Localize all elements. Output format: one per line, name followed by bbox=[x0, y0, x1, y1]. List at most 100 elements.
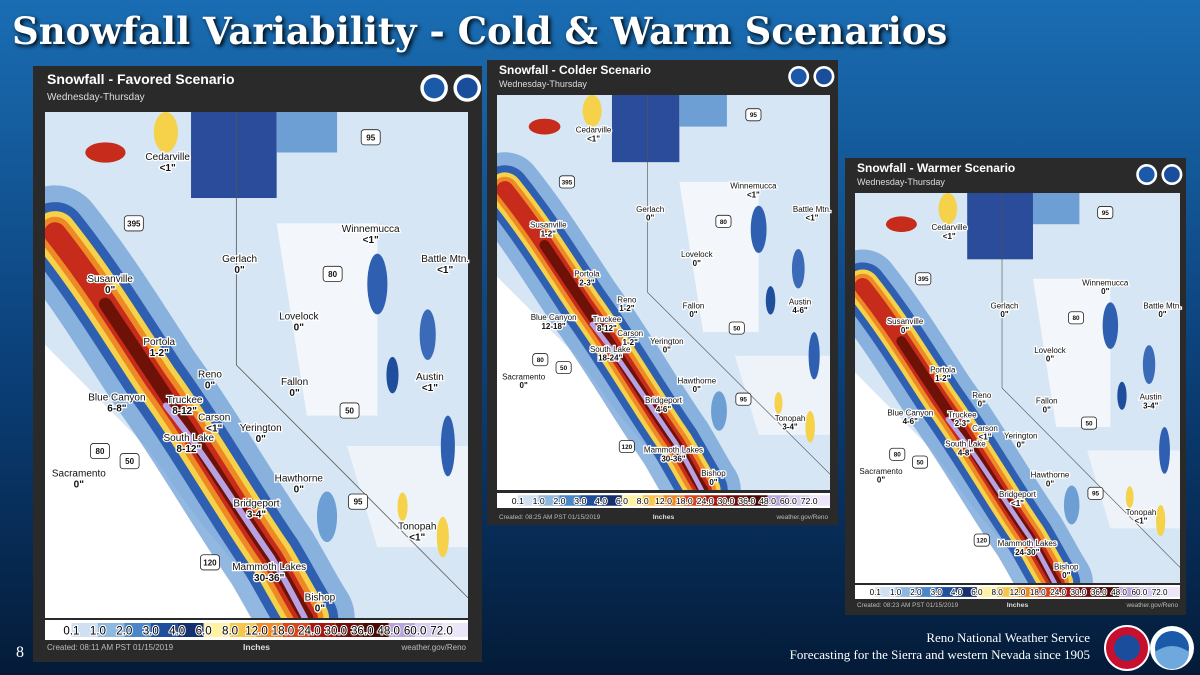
highway-number: 120 bbox=[976, 538, 987, 545]
source: weather.gov/Reno bbox=[401, 643, 467, 652]
town-name: Sacramento bbox=[52, 468, 106, 479]
town-snowfall: 0" bbox=[294, 484, 305, 495]
town-snowfall: 18-24" bbox=[598, 354, 622, 363]
town-name: Portola bbox=[574, 270, 600, 279]
town-snowfall: 3-4" bbox=[247, 510, 266, 521]
slide-title: Snowfall Variability - Cold & Warm Scena… bbox=[12, 9, 947, 53]
legend-label: 0.1 bbox=[63, 624, 79, 637]
highway-shield bbox=[889, 447, 906, 461]
highway-number: 50 bbox=[560, 365, 568, 372]
town-snowfall: 0" bbox=[289, 388, 300, 399]
town-snowfall: 0" bbox=[234, 265, 245, 276]
town-snowfall: <1" bbox=[437, 265, 453, 276]
legend-label: 36.0 bbox=[738, 496, 755, 506]
town-name: Bishop bbox=[701, 469, 726, 478]
legend-swatch bbox=[895, 587, 916, 597]
town-name: Truckee bbox=[948, 410, 977, 419]
town-snowfall: <1" bbox=[979, 433, 992, 442]
highway-shield bbox=[618, 440, 635, 454]
town-snowfall: <1" bbox=[160, 163, 176, 174]
highway-number: 95 bbox=[366, 133, 375, 142]
footer-line: Forecasting for the Sierra and western N… bbox=[790, 647, 1090, 662]
town-name: Carson bbox=[617, 329, 643, 338]
highway-number: 50 bbox=[733, 325, 741, 332]
town-name: Bridgeport bbox=[645, 396, 683, 405]
town-snowfall: 8-12" bbox=[172, 406, 197, 417]
legend-swatch bbox=[45, 623, 72, 637]
town-snowfall: 0" bbox=[315, 603, 326, 614]
legend-label: 6.0 bbox=[196, 624, 212, 637]
town-snowfall: 0" bbox=[877, 476, 885, 485]
highway-number: 80 bbox=[1072, 315, 1080, 322]
legend-label: 6.0 bbox=[971, 588, 983, 597]
highway-shield bbox=[745, 108, 762, 122]
highway-shield bbox=[558, 175, 575, 189]
legend-label: 72.0 bbox=[430, 624, 453, 637]
town-snowfall: <1" bbox=[422, 383, 438, 394]
town-name: Portola bbox=[930, 365, 956, 374]
town-name: Portola bbox=[143, 337, 175, 348]
legend-swatch bbox=[788, 495, 810, 506]
highway-number: 95 bbox=[750, 112, 758, 119]
town-name: Bishop bbox=[1054, 562, 1079, 571]
legend-label: 2.0 bbox=[116, 624, 132, 637]
created-time: Created: 08:23 AM PST 01/15/2019 bbox=[857, 602, 959, 609]
town-snowfall: 0" bbox=[693, 259, 701, 268]
legend-swatch bbox=[388, 623, 416, 637]
town-snowfall: 3-4" bbox=[1143, 402, 1159, 411]
town-name: Bridgeport bbox=[233, 499, 279, 510]
legend-label: 36.0 bbox=[1091, 588, 1107, 597]
legend-label: 72.0 bbox=[801, 496, 818, 506]
town-snowfall: 0" bbox=[294, 322, 305, 333]
legend-swatch bbox=[705, 495, 726, 506]
highway-number: 50 bbox=[916, 460, 924, 467]
legend-swatch bbox=[282, 623, 310, 637]
legend-swatch bbox=[725, 495, 747, 506]
town-snowfall: 0" bbox=[663, 346, 671, 355]
town-name: Hawthorne bbox=[677, 376, 716, 385]
snowfall-map bbox=[497, 95, 830, 490]
legend-swatch bbox=[497, 495, 518, 506]
legend-label: 1.0 bbox=[533, 496, 545, 506]
town-name: Winnemucca bbox=[730, 182, 777, 191]
legend-label: 48.0 bbox=[377, 624, 400, 637]
highway-number: 95 bbox=[1092, 491, 1100, 498]
town-name: Truckee bbox=[593, 315, 622, 324]
town-snowfall: 8-12" bbox=[597, 324, 617, 333]
town-snowfall: <1" bbox=[409, 532, 425, 543]
nws-logo bbox=[816, 68, 832, 85]
town-name: Austin bbox=[416, 372, 444, 383]
highway-shield bbox=[1081, 416, 1098, 430]
legend-swatch bbox=[538, 495, 560, 506]
legend-label: 12.0 bbox=[655, 496, 672, 506]
nws-logo bbox=[456, 77, 478, 99]
town-snowfall: 0" bbox=[1017, 441, 1025, 450]
legend-label: 0.1 bbox=[512, 496, 524, 506]
legend-label: 36.0 bbox=[351, 624, 374, 637]
legend-swatch bbox=[1078, 587, 1099, 597]
highway-shield bbox=[90, 443, 110, 460]
highway-number: 120 bbox=[203, 558, 217, 567]
town-name: Fallon bbox=[1036, 397, 1058, 406]
legend-swatch bbox=[177, 623, 204, 637]
town-name: Carson bbox=[972, 424, 998, 433]
town-name: Battle Mtn. bbox=[421, 254, 469, 265]
legend-swatch bbox=[580, 495, 602, 506]
town-snowfall: 4-6" bbox=[792, 306, 808, 315]
legend-label: 18.0 bbox=[676, 496, 693, 506]
legend-swatch bbox=[1139, 587, 1160, 597]
legend-swatch bbox=[976, 587, 998, 597]
town-snowfall: 0" bbox=[520, 381, 528, 390]
legend-swatch bbox=[855, 587, 876, 597]
nws-logo bbox=[1164, 166, 1180, 183]
highway-number: 95 bbox=[740, 397, 748, 404]
highway-number: 80 bbox=[537, 357, 545, 364]
legend-label: 60.0 bbox=[780, 496, 797, 506]
legend-swatch bbox=[1119, 587, 1140, 597]
legend-label: 30.0 bbox=[325, 624, 348, 637]
town-name: Hawthorne bbox=[275, 473, 324, 484]
highway-number: 80 bbox=[720, 219, 728, 226]
panel-subtitle: Wednesday-Thursday bbox=[857, 177, 945, 187]
legend-swatch bbox=[997, 587, 1018, 597]
